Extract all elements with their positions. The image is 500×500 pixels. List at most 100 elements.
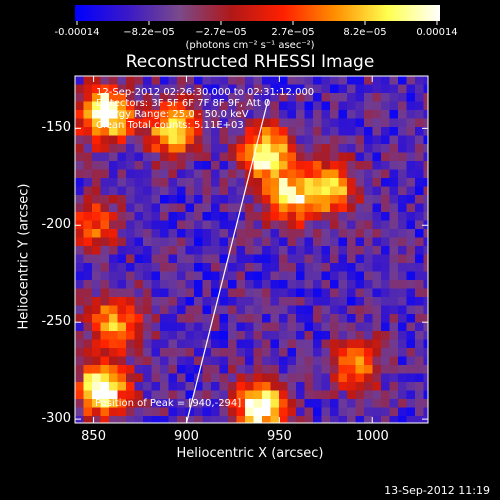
heatmap-cell [304, 280, 314, 290]
heatmap-cell [92, 229, 102, 239]
heatmap-cell [83, 203, 93, 213]
heatmap-cell [211, 161, 221, 171]
heatmap-cell [134, 314, 144, 324]
heatmap-cell [347, 169, 357, 179]
heatmap-cell [160, 365, 170, 375]
heatmap-cell [92, 93, 102, 103]
heatmap-cell [83, 195, 93, 205]
heatmap-cell [313, 271, 323, 281]
heatmap-cell [372, 186, 382, 196]
heatmap-cell [372, 118, 382, 128]
heatmap-cell [100, 416, 110, 423]
heatmap-cell [330, 84, 340, 94]
heatmap-cell [287, 152, 297, 162]
heatmap-cell [245, 195, 255, 205]
heatmap-cell [100, 322, 110, 332]
heatmap-cell [381, 246, 391, 256]
heatmap-cell [270, 331, 280, 341]
heatmap-cell [381, 305, 391, 315]
heatmap-cell [228, 297, 238, 307]
heatmap-cell [364, 331, 374, 341]
heatmap-cell [194, 152, 204, 162]
heatmap-cell [287, 246, 297, 256]
heatmap-cell [160, 203, 170, 213]
heatmap-cell [279, 331, 289, 341]
heatmap-cell [151, 365, 161, 375]
heatmap-cell [313, 127, 323, 137]
heatmap-cell [151, 322, 161, 332]
heatmap-cell [381, 93, 391, 103]
heatmap-cell [313, 203, 323, 213]
heatmap-cell [253, 186, 263, 196]
heatmap-cell [304, 161, 314, 171]
heatmap-cell [117, 365, 127, 375]
heatmap-cell [270, 271, 280, 281]
heatmap-cell [194, 407, 204, 417]
heatmap-cell [75, 348, 85, 358]
heatmap-cell [185, 407, 195, 417]
heatmap-cell [364, 288, 374, 298]
heatmap-cell [287, 348, 297, 358]
heatmap-cell [126, 135, 136, 145]
heatmap-cell [338, 263, 348, 273]
heatmap-cell [245, 271, 255, 281]
heatmap-cell [406, 263, 416, 273]
heatmap-cell [185, 254, 195, 264]
heatmap-cell [330, 220, 340, 230]
heatmap-cell [406, 288, 416, 298]
heatmap-cell [211, 416, 221, 423]
heatmap-cell [321, 356, 331, 366]
heatmap-cell [100, 169, 110, 179]
heatmap-cell [313, 237, 323, 247]
heatmap-cell [219, 356, 229, 366]
heatmap-cell [134, 407, 144, 417]
heatmap-cell [245, 339, 255, 349]
heatmap-cell [338, 297, 348, 307]
heatmap-cell [126, 127, 136, 137]
heatmap-cell [117, 246, 127, 256]
heatmap-cell [100, 314, 110, 324]
heatmap-cell [253, 203, 263, 213]
heatmap-cell [202, 314, 212, 324]
heatmap-cell [177, 93, 187, 103]
heatmap-cell [262, 127, 272, 137]
heatmap-cell [389, 390, 399, 400]
heatmap-cell [219, 186, 229, 196]
heatmap-cell [287, 76, 297, 86]
heatmap-cell [279, 365, 289, 375]
heatmap-cell [134, 280, 144, 290]
heatmap-cell [194, 356, 204, 366]
heatmap-cell [245, 356, 255, 366]
heatmap-cell [304, 331, 314, 341]
heatmap-cell [151, 203, 161, 213]
heatmap-cell [304, 152, 314, 162]
heatmap-cell [219, 305, 229, 315]
heatmap-cell [330, 169, 340, 179]
heatmap-cell [92, 305, 102, 315]
heatmap-cell [398, 288, 408, 298]
heatmap-cell [423, 144, 428, 154]
heatmap-cell [185, 203, 195, 213]
heatmap-cell [117, 178, 127, 188]
heatmap-cell [406, 144, 416, 154]
heatmap-cell [330, 237, 340, 247]
heatmap-cell [406, 382, 416, 392]
heatmap-cell [228, 84, 238, 94]
heatmap-cell [160, 280, 170, 290]
heatmap-cell [83, 390, 93, 400]
heatmap-cell [236, 399, 246, 409]
heatmap-cell [143, 84, 153, 94]
heatmap-cell [202, 365, 212, 375]
heatmap-cell [338, 178, 348, 188]
heatmap-cell [151, 118, 161, 128]
heatmap-cell [262, 169, 272, 179]
heatmap-cell [364, 365, 374, 375]
heatmap-cell [75, 152, 85, 162]
heatmap-cell [381, 101, 391, 111]
heatmap-cell [364, 229, 374, 239]
heatmap-cell [245, 229, 255, 239]
heatmap-cell [168, 416, 178, 423]
heatmap-cell [287, 407, 297, 417]
heatmap-cell [330, 76, 340, 86]
heatmap-cell [355, 331, 365, 341]
